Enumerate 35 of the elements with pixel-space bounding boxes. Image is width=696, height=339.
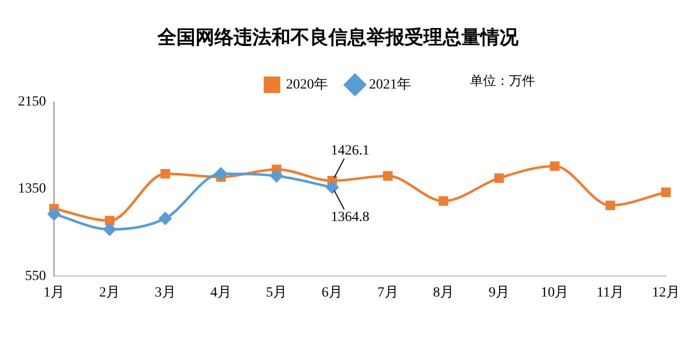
data-label: 1426.1 — [330, 143, 370, 158]
point — [550, 161, 560, 171]
point — [160, 168, 170, 179]
x-tick-label: 10月 — [540, 285, 569, 300]
x-tick-label: 1月 — [44, 285, 64, 300]
x-tick-label: 2月 — [99, 285, 120, 300]
point — [103, 223, 116, 236]
point — [606, 200, 616, 210]
point — [48, 208, 60, 220]
point — [270, 170, 283, 182]
point — [494, 173, 504, 183]
x-tick-label: 9月 — [488, 285, 510, 300]
x-tick-label: 12月 — [652, 285, 680, 300]
point — [326, 181, 338, 194]
x-tick-label: 8月 — [432, 285, 454, 300]
point — [104, 216, 114, 226]
x-tick-label: 6月 — [322, 285, 343, 300]
text: 单位：万件 — [470, 73, 535, 90]
x-tick-label: 5月 — [266, 285, 288, 300]
x-tick-label: 7月 — [377, 285, 398, 300]
point — [214, 167, 228, 180]
point — [159, 212, 172, 225]
y-tick-label: 2150 — [18, 94, 46, 110]
x-tick-label: 4月 — [210, 285, 232, 300]
y-tick-label: 1350 — [18, 182, 46, 197]
data-label: 1364.8 — [330, 210, 370, 226]
legend-label: 2021年 — [369, 76, 411, 92]
x-tick-label: 3月 — [154, 285, 176, 300]
point — [661, 187, 671, 198]
legend-label: 2020年 — [286, 76, 328, 92]
point — [438, 196, 448, 206]
chart-title: 全国网络违法和不良信息举报受理总量情况 — [156, 26, 520, 48]
x-tick-label: 11月 — [596, 285, 624, 300]
y-tick-label: 550 — [25, 268, 46, 284]
point — [383, 171, 393, 181]
